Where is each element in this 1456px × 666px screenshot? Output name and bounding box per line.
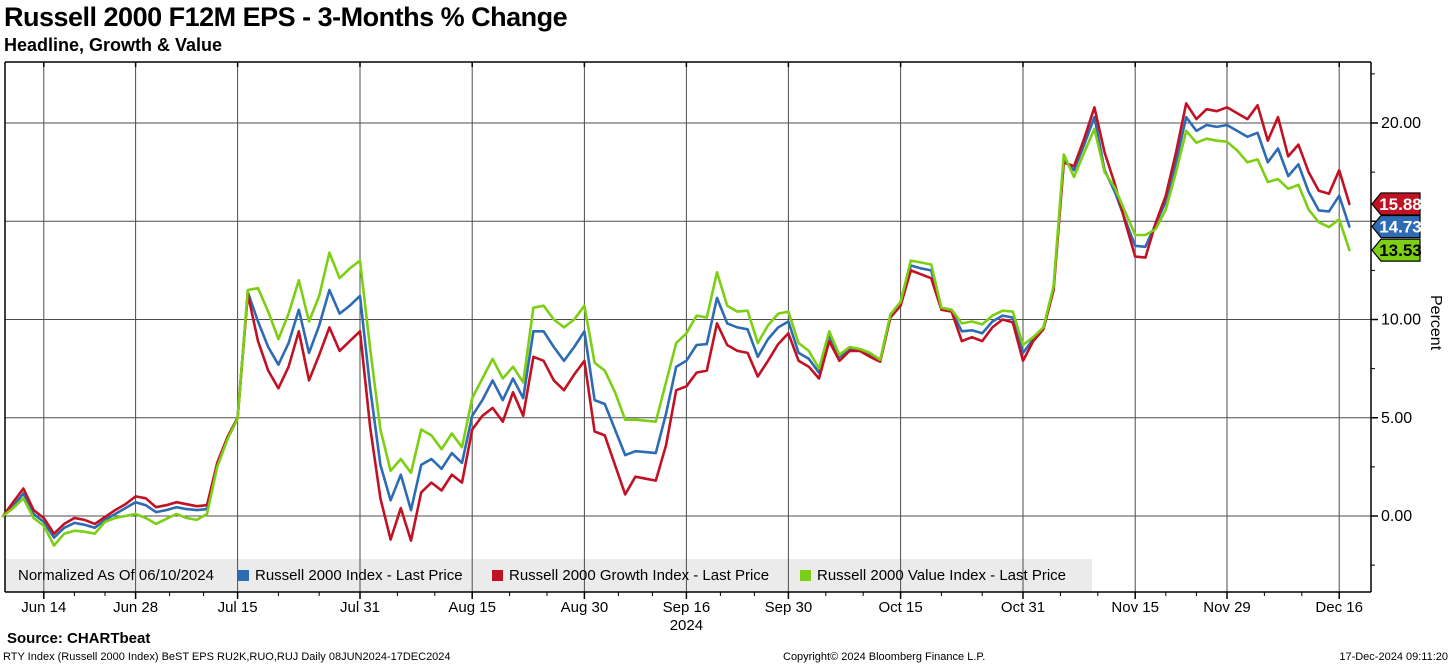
source-credit: Source: CHARTbeat — [7, 630, 151, 647]
legend-item-label: Russell 2000 Index - Last Price — [255, 567, 463, 584]
y-axis-tick-label: 20.00 — [1381, 115, 1421, 132]
legend-item-russell-2000-growth-index[interactable]: Russell 2000 Growth Index - Last Price — [492, 559, 769, 592]
legend-item-russell-2000-value-index[interactable]: Russell 2000 Value Index - Last Price — [800, 559, 1066, 592]
legend-swatch-red — [492, 570, 503, 581]
legend-swatch-blue — [238, 570, 249, 581]
last-value-badge — [1371, 192, 1421, 216]
x-axis-year-label: 2024 — [670, 617, 703, 634]
x-axis-tick-label: Nov 15 — [1111, 599, 1159, 616]
x-axis-tick-label: Oct 15 — [879, 599, 923, 616]
last-value-badge-text: 14.73 — [1379, 218, 1422, 237]
last-value-badge-text: 13.53 — [1379, 241, 1422, 260]
legend-item-russell-2000-index[interactable]: Russell 2000 Index - Last Price — [238, 559, 463, 592]
page-title: Russell 2000 F12M EPS - 3-Months % Chang… — [4, 2, 568, 32]
legend-normalized-note: Normalized As Of 06/10/2024 — [18, 559, 214, 592]
legend-normalized-label: Normalized As Of 06/10/2024 — [18, 567, 214, 584]
x-axis-tick-label: Jul 31 — [340, 599, 380, 616]
x-axis-tick-label: Aug 15 — [448, 599, 496, 616]
x-axis-tick-label: Jul 15 — [218, 599, 258, 616]
chart-legend: Normalized As Of 06/10/2024 Russell 2000… — [5, 559, 1092, 592]
x-axis-tick-label: Jun 28 — [113, 599, 158, 616]
y-axis-tick-label: 10.00 — [1381, 312, 1421, 329]
x-axis-tick-label: Nov 29 — [1203, 599, 1251, 616]
x-axis-tick-label: Oct 31 — [1001, 599, 1045, 616]
x-axis-tick-label: Sep 30 — [765, 599, 813, 616]
x-axis-tick-label: Sep 16 — [663, 599, 711, 616]
y-axis-tick-label: 5.00 — [1381, 410, 1412, 427]
x-axis-tick-label: Jun 14 — [21, 599, 66, 616]
legend-background — [5, 559, 1092, 592]
copyright-notice: Copyright© 2024 Bloomberg Finance L.P. — [783, 651, 986, 663]
x-axis-tick-label: Dec 16 — [1315, 599, 1363, 616]
page-subtitle: Headline, Growth & Value — [4, 35, 223, 55]
x-axis-tick-label: Aug 30 — [561, 599, 609, 616]
series-line-russell-2000-growth-index-last-price — [1, 102, 1351, 542]
last-value-badge — [1371, 214, 1421, 239]
y-axis-tick-label: 0.00 — [1381, 508, 1412, 525]
y-axis-title: Percent — [1427, 295, 1444, 351]
series-line-russell-2000-index-last-price — [1, 115, 1351, 539]
ticker-info-line: RTY Index (Russell 2000 Index) BeST EPS … — [3, 651, 451, 663]
y-axis-tick-label: 15.00 — [1381, 213, 1421, 230]
legend-item-label: Russell 2000 Growth Index - Last Price — [509, 567, 770, 584]
legend-item-label: Russell 2000 Value Index - Last Price — [817, 567, 1067, 584]
chart-timestamp: 17-Dec-2024 09:11:20 — [1339, 651, 1448, 663]
series-line-russell-2000-value-index-last-price — [1, 127, 1351, 547]
last-value-badge-text: 15.88 — [1379, 195, 1422, 214]
legend-swatch-green — [800, 570, 811, 581]
last-value-badge — [1371, 238, 1421, 262]
